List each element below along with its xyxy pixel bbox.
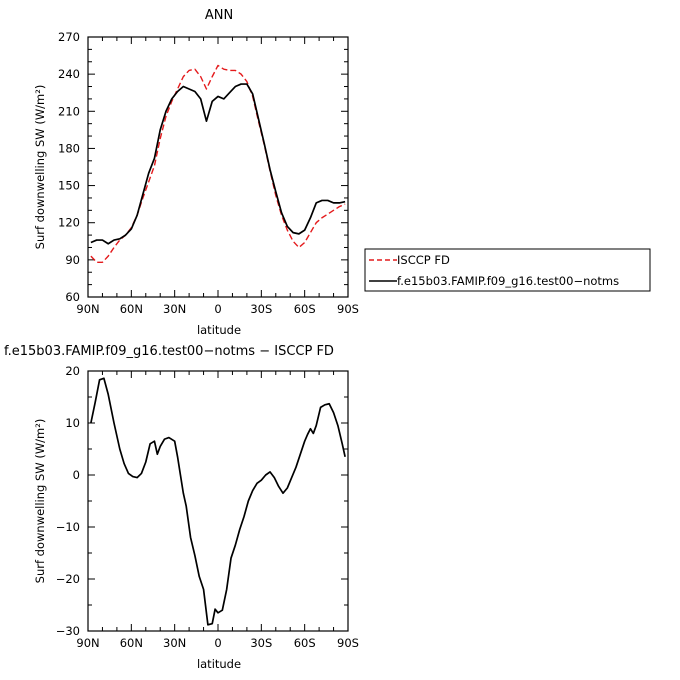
chart1-series-lines	[90, 64, 346, 264]
x-tick-label: 90S	[337, 302, 359, 316]
chart1-plot-frame	[87, 36, 349, 298]
chart1-title: ANN	[205, 8, 233, 23]
x-tick-label: 60N	[120, 636, 143, 650]
chart-difference-sw: f.e15b03.FAMIP.f09_g16.test00−notms − IS…	[4, 344, 359, 671]
x-tick-label: 90N	[76, 636, 99, 650]
x-tick-label: 30S	[250, 302, 272, 316]
series-line-0	[90, 377, 346, 626]
y-tick-label: 270	[58, 30, 80, 44]
x-tick-label: 0	[214, 302, 221, 316]
chart2-title: f.e15b03.FAMIP.f09_g16.test00−notms − IS…	[4, 344, 334, 359]
x-tick-label: 0	[214, 636, 221, 650]
x-tick-label: 30N	[163, 636, 186, 650]
chart2-y-axis-label: Surf downwelling SW (W/m²)	[33, 419, 47, 584]
y-tick-label: 20	[65, 364, 80, 378]
x-tick-label: 90N	[76, 302, 99, 316]
y-tick-label: 10	[65, 416, 80, 430]
y-tick-label: 60	[65, 290, 80, 304]
x-tick-label: 30S	[250, 636, 272, 650]
chart2-ticks: 90N 60N 30N 0 30S 60S 90S −30 −20 −10 0 10 20	[56, 364, 359, 650]
y-tick-label: 210	[58, 104, 80, 118]
y-tick-label: 120	[58, 216, 80, 230]
x-tick-label: 60S	[294, 302, 316, 316]
y-tick-label: 240	[58, 67, 80, 81]
series-line-1	[90, 83, 346, 245]
chart2-x-axis-label: latitude	[197, 657, 241, 671]
chart-annual-sw: ANN 90N 60N 30N 0 30S 60S 90S 60 90 120 150 180 210 2…	[33, 8, 651, 337]
chart1-x-axis-label: latitude	[197, 323, 241, 337]
legend-label-model: f.e15b03.FAMIP.f09_g16.test00−notms	[397, 274, 619, 288]
x-tick-label: 90S	[337, 636, 359, 650]
y-tick-label: 90	[65, 253, 80, 267]
chart1-ticks: 90N 60N 30N 0 30S 60S 90S 60 90 120 150 180 210 240 27…	[58, 30, 359, 316]
y-tick-label: 0	[73, 468, 80, 482]
chart2-series-lines	[90, 377, 346, 626]
chart1-y-axis-label: Surf downwelling SW (W/m²)	[33, 85, 47, 250]
y-tick-label: −10	[56, 520, 80, 534]
x-tick-label: 30N	[163, 302, 186, 316]
legend-label-isccp: ISCCP FD	[397, 253, 450, 267]
chart2-plot-frame	[87, 370, 349, 632]
legend-box	[364, 248, 651, 292]
x-tick-label: 60S	[294, 636, 316, 650]
y-tick-label: 180	[58, 141, 80, 155]
x-tick-label: 60N	[120, 302, 143, 316]
series-line-0	[90, 64, 346, 264]
y-tick-label: 150	[58, 179, 80, 193]
y-tick-label: −30	[56, 624, 80, 638]
chart1-legend: ISCCP FD f.e15b03.FAMIP.f09_g16.test00−n…	[364, 248, 651, 292]
y-tick-label: −20	[56, 572, 80, 586]
